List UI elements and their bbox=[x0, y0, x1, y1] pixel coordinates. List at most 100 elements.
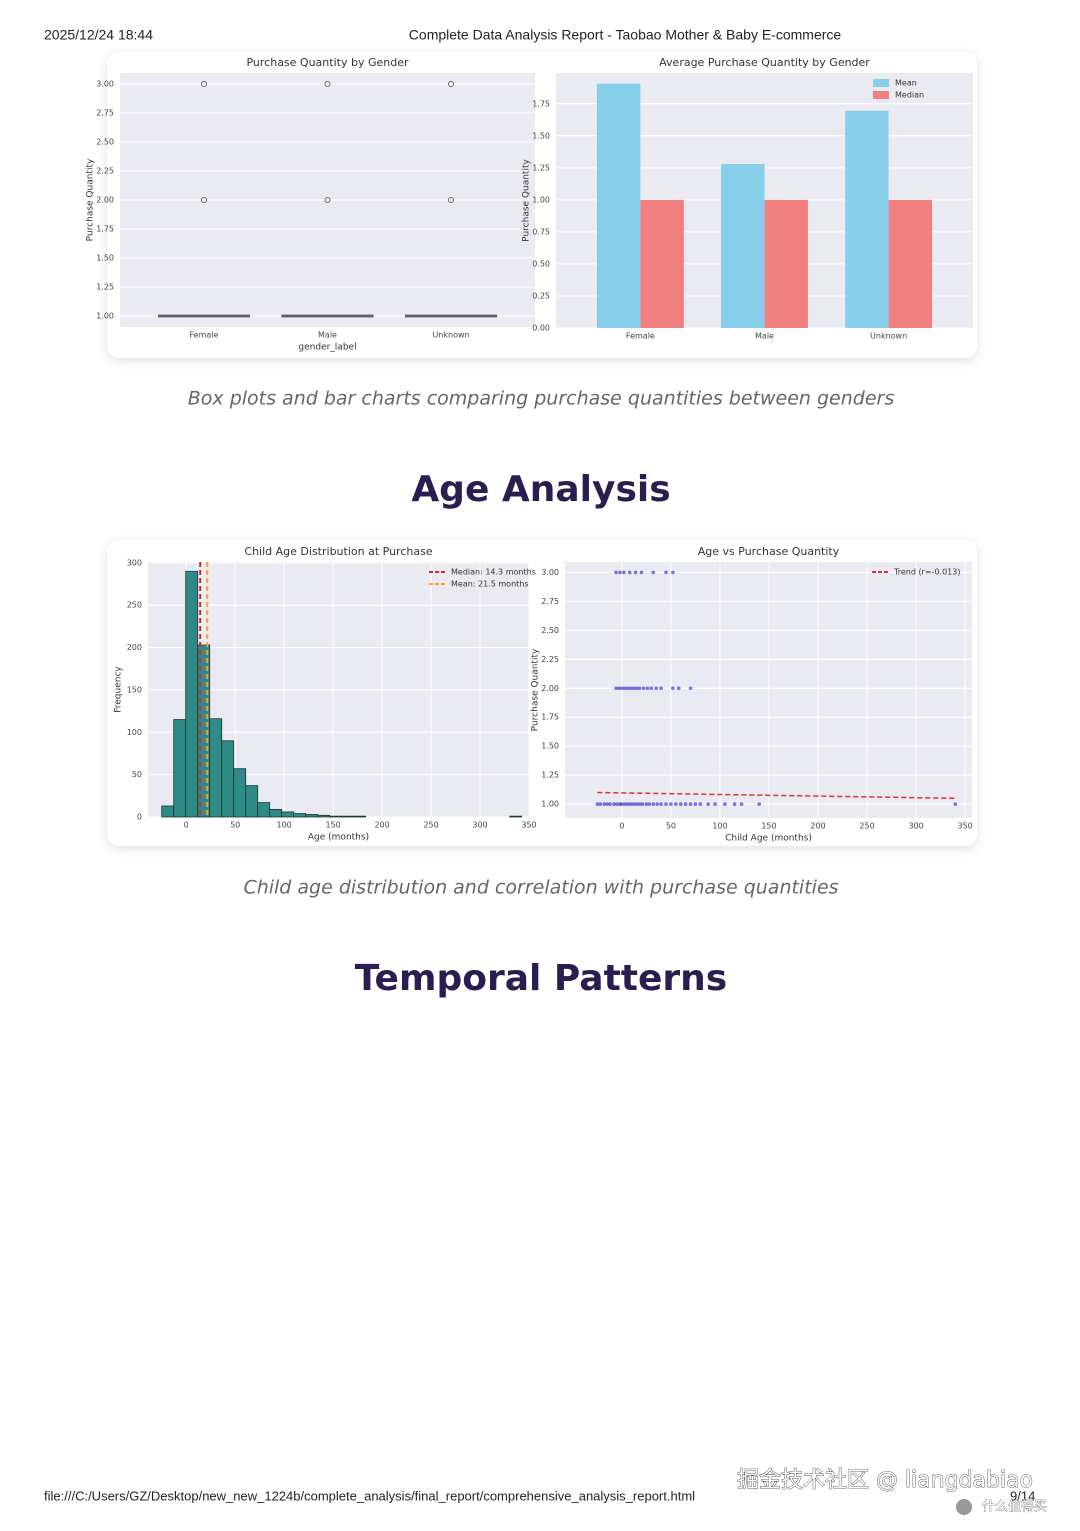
y-tick-label: 3.00 bbox=[541, 568, 559, 577]
y-tick-label: 0.75 bbox=[532, 227, 550, 236]
point bbox=[664, 802, 668, 806]
point bbox=[723, 802, 727, 806]
x-tick-label: 250 bbox=[859, 822, 874, 831]
point bbox=[625, 686, 630, 691]
point bbox=[639, 570, 644, 575]
x-tick-label: Male bbox=[318, 331, 337, 340]
point bbox=[651, 570, 656, 575]
y-tick-label: 0.00 bbox=[532, 324, 550, 333]
histogram-bar bbox=[245, 785, 259, 818]
y-tick-label: 200 bbox=[127, 643, 142, 652]
x-tick-label: 50 bbox=[666, 822, 676, 831]
y-tick-label: 1.00 bbox=[532, 195, 550, 204]
x-tick-label: Female bbox=[626, 332, 655, 341]
outlier bbox=[324, 196, 331, 203]
x-axis-label: Child Age (months) bbox=[725, 834, 812, 844]
y-tick-label: 1.25 bbox=[96, 282, 114, 291]
point bbox=[640, 802, 645, 806]
point bbox=[623, 802, 627, 806]
y-tick-label: 50 bbox=[132, 770, 142, 779]
caption: Box plots and bar charts comparing purch… bbox=[188, 388, 895, 410]
chart-title: Child Age Distribution at Purchase bbox=[244, 545, 432, 558]
outlier bbox=[200, 81, 207, 88]
chart-title: Average Purchase Quantity by Gender bbox=[659, 56, 870, 69]
x-tick-label: Female bbox=[190, 331, 219, 340]
outlier bbox=[324, 81, 331, 88]
y-axis-label: Purchase Quantity bbox=[531, 648, 541, 731]
point bbox=[637, 802, 642, 806]
histogram-bar bbox=[305, 814, 319, 818]
point bbox=[676, 686, 681, 691]
point bbox=[631, 802, 636, 806]
point bbox=[628, 686, 633, 691]
print-date: 2025/12/24 18:44 bbox=[44, 27, 153, 43]
point bbox=[627, 570, 632, 575]
point bbox=[651, 802, 656, 806]
histogram-bar bbox=[317, 814, 331, 818]
bar bbox=[596, 83, 641, 328]
point bbox=[595, 802, 600, 806]
legend-label: Mean: 21.5 months bbox=[451, 580, 529, 589]
print-title: Complete Data Analysis Report - Taobao M… bbox=[409, 27, 842, 43]
point bbox=[671, 570, 675, 575]
point bbox=[688, 686, 693, 691]
point bbox=[664, 570, 668, 575]
point bbox=[757, 802, 761, 806]
y-tick-label: 2.75 bbox=[96, 109, 114, 118]
watermark: 掘金技术社区 @ liangdabiao bbox=[737, 1468, 1033, 1493]
y-tick-label: 1.00 bbox=[96, 311, 114, 320]
bar bbox=[640, 199, 684, 328]
point bbox=[620, 802, 624, 806]
point bbox=[654, 686, 659, 691]
x-tick-label: 350 bbox=[521, 821, 536, 830]
y-tick-label: 2.50 bbox=[96, 138, 114, 147]
point bbox=[622, 570, 626, 575]
x-tick-label: Unknown bbox=[870, 332, 907, 341]
x-axis-label: gender_label bbox=[298, 343, 356, 353]
watermark-brand: 什么值得买 bbox=[982, 1499, 1047, 1515]
point bbox=[678, 802, 683, 806]
page-number: 9/14 bbox=[1010, 1488, 1035, 1503]
point bbox=[688, 802, 693, 806]
point bbox=[614, 686, 618, 691]
x-tick-label: 350 bbox=[957, 822, 972, 831]
bar bbox=[721, 163, 765, 328]
y-tick-label: 1.75 bbox=[532, 99, 550, 108]
bar bbox=[888, 199, 933, 328]
y-axis-label: Purchase Quantity bbox=[86, 158, 96, 241]
y-tick-label: 1.00 bbox=[541, 800, 559, 809]
point bbox=[693, 802, 698, 806]
y-tick-label: 0.25 bbox=[532, 291, 550, 300]
point bbox=[617, 686, 621, 691]
trend-line bbox=[597, 791, 956, 800]
histogram-bar bbox=[257, 802, 271, 818]
point bbox=[647, 802, 652, 806]
y-tick-label: 150 bbox=[127, 685, 142, 694]
histogram-bar bbox=[173, 719, 187, 818]
y-tick-label: 1.75 bbox=[541, 713, 559, 722]
chart-title: Age vs Purchase Quantity bbox=[698, 545, 840, 558]
y-tick-label: 2.00 bbox=[541, 684, 559, 693]
x-tick-label: 300 bbox=[472, 821, 487, 830]
outlier bbox=[448, 81, 455, 88]
outlier bbox=[448, 196, 455, 203]
y-tick-label: 1.25 bbox=[541, 771, 559, 780]
point bbox=[598, 802, 603, 806]
y-tick-label: 2.75 bbox=[541, 597, 559, 606]
y-tick-label: 300 bbox=[127, 558, 142, 567]
histogram-bar bbox=[209, 718, 223, 818]
x-tick-label: 150 bbox=[761, 822, 776, 831]
point bbox=[618, 570, 622, 575]
x-tick-label: 200 bbox=[374, 821, 389, 830]
point bbox=[698, 802, 703, 806]
histogram-bar bbox=[161, 805, 175, 818]
point bbox=[649, 686, 654, 691]
histogram-bar bbox=[509, 815, 523, 818]
histogram-bar bbox=[221, 740, 235, 818]
section-heading: Age Analysis bbox=[411, 469, 670, 510]
point bbox=[669, 802, 673, 806]
x-tick-label: 150 bbox=[325, 821, 340, 830]
y-tick-label: 1.50 bbox=[532, 131, 550, 140]
histogram-bar bbox=[185, 570, 199, 818]
